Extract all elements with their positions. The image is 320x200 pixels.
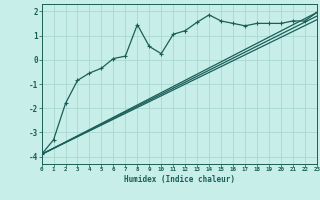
- X-axis label: Humidex (Indice chaleur): Humidex (Indice chaleur): [124, 175, 235, 184]
